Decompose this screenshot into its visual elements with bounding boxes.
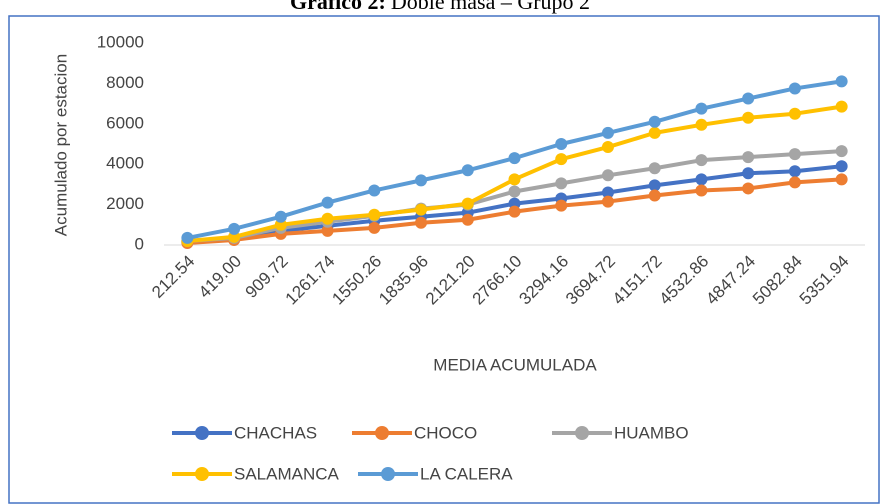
data-point (788, 148, 801, 161)
data-point (415, 203, 428, 216)
data-point (508, 173, 521, 186)
legend-marker (575, 426, 589, 440)
title-prefix: Gráfico 2: (290, 0, 386, 14)
data-point (788, 107, 801, 120)
y-tick-label: 6000 (106, 113, 144, 132)
data-point (415, 216, 428, 229)
data-point (555, 177, 568, 190)
data-point (788, 176, 801, 189)
data-point (695, 154, 708, 167)
data-point (601, 186, 614, 199)
data-point (835, 75, 848, 88)
legend-marker (381, 467, 395, 481)
y-tick-label: 0 (135, 234, 144, 253)
data-point (695, 184, 708, 197)
legend-label: SALAMANCA (234, 464, 340, 483)
data-point (835, 100, 848, 113)
data-point (742, 111, 755, 124)
data-point (601, 195, 614, 208)
title-text: Doble masa – Grupo 2 (391, 0, 590, 14)
legend-label: CHACHAS (234, 423, 317, 442)
data-point (368, 221, 381, 234)
data-point (835, 160, 848, 173)
data-point (508, 205, 521, 218)
data-point (648, 189, 661, 202)
data-point (695, 102, 708, 115)
data-point (742, 182, 755, 195)
legend-label: CHOCO (414, 423, 477, 442)
data-point (555, 138, 568, 150)
data-point (555, 153, 568, 166)
y-tick-label: 10000 (97, 32, 144, 51)
legend-label: HUAMBO (614, 423, 689, 442)
data-point (835, 173, 848, 186)
data-point (228, 222, 241, 235)
data-point (461, 197, 474, 210)
x-axis-label: MEDIA ACUMULADA (433, 355, 597, 374)
data-point (788, 165, 801, 178)
y-axis-label: Acumulado por estacion (51, 54, 70, 236)
data-point (508, 185, 521, 198)
data-point (742, 167, 755, 180)
data-point (321, 224, 334, 237)
data-point (461, 213, 474, 226)
data-point (601, 126, 614, 139)
legend-label: LA CALERA (420, 464, 513, 483)
data-point (648, 115, 661, 128)
data-point (321, 196, 334, 209)
data-point (368, 208, 381, 221)
data-point (601, 169, 614, 182)
legend-marker (375, 426, 389, 440)
y-tick-label: 2000 (106, 194, 144, 213)
chart-title: Gráfico 2: Doble masa – Grupo 2 (290, 0, 590, 14)
y-tick-label: 4000 (106, 154, 144, 173)
y-tick-label: 8000 (106, 73, 144, 92)
data-point (788, 82, 801, 95)
data-point (555, 199, 568, 212)
data-point (835, 145, 848, 158)
chart-frame (8, 15, 880, 504)
data-point (368, 184, 381, 197)
data-point (695, 173, 708, 186)
data-point (601, 141, 614, 154)
legend-marker (195, 426, 209, 440)
data-point (461, 164, 474, 177)
data-point (415, 174, 428, 187)
data-point (181, 231, 194, 244)
data-point (648, 126, 661, 139)
data-point (274, 210, 287, 223)
data-point (695, 118, 708, 131)
data-point (742, 151, 755, 164)
data-point (742, 92, 755, 105)
data-point (648, 162, 661, 175)
data-point (508, 152, 521, 165)
data-point (648, 179, 661, 192)
legend-marker (195, 467, 209, 481)
data-point (321, 212, 334, 225)
